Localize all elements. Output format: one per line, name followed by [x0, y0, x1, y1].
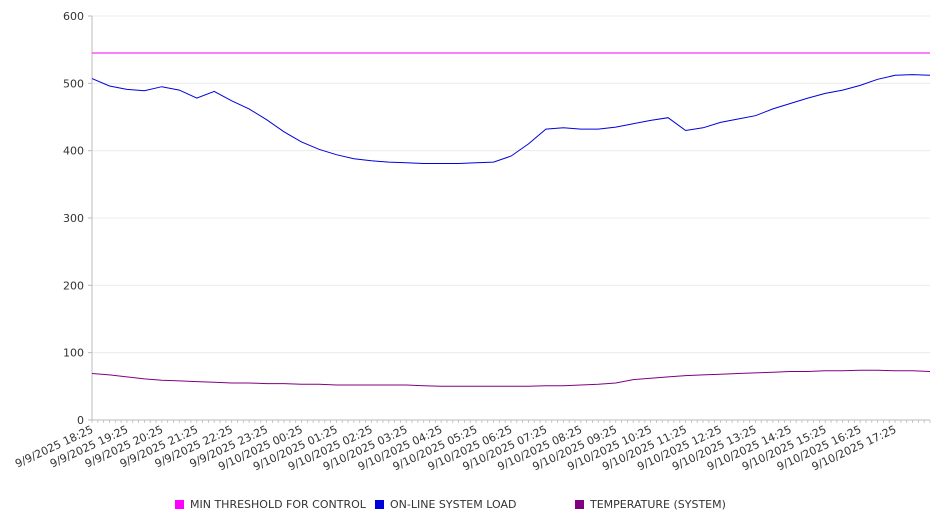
series-line-2 — [91, 369, 931, 387]
series-lines — [91, 52, 931, 387]
y-tick-label: 400 — [63, 145, 84, 158]
y-tick-label: 0 — [77, 414, 84, 427]
y-tick-label: 100 — [63, 347, 84, 360]
chart-legend: MIN THRESHOLD FOR CONTROL ON-LINE SYSTEM… — [0, 498, 946, 518]
legend-label: TEMPERATURE (SYSTEM) — [590, 498, 726, 511]
legend-label: ON-LINE SYSTEM LOAD — [390, 498, 517, 511]
legend-item-system-load[interactable]: ON-LINE SYSTEM LOAD — [375, 498, 516, 511]
y-tick-label: 600 — [63, 10, 84, 23]
legend-item-temperature[interactable]: TEMPERATURE (SYSTEM) — [575, 498, 726, 511]
x-tick-labels: 9/9/2025 18:259/9/2025 19:259/9/2025 20:… — [13, 423, 898, 473]
axes — [88, 15, 931, 423]
legend-swatch-purple — [575, 500, 584, 509]
y-tick-label: 500 — [63, 77, 84, 90]
series-line-1 — [91, 74, 931, 164]
legend-swatch-magenta — [175, 500, 184, 509]
legend-swatch-blue — [375, 500, 384, 509]
y-tick-labels: 0 100 200 300 400 500 600 — [63, 10, 84, 427]
legend-label: MIN THRESHOLD FOR CONTROL — [190, 498, 366, 511]
y-tick-label: 300 — [63, 212, 84, 225]
y-tick-label: 200 — [63, 279, 84, 292]
legend-item-min-threshold[interactable]: MIN THRESHOLD FOR CONTROL — [175, 498, 366, 511]
grid-lines — [92, 15, 930, 354]
